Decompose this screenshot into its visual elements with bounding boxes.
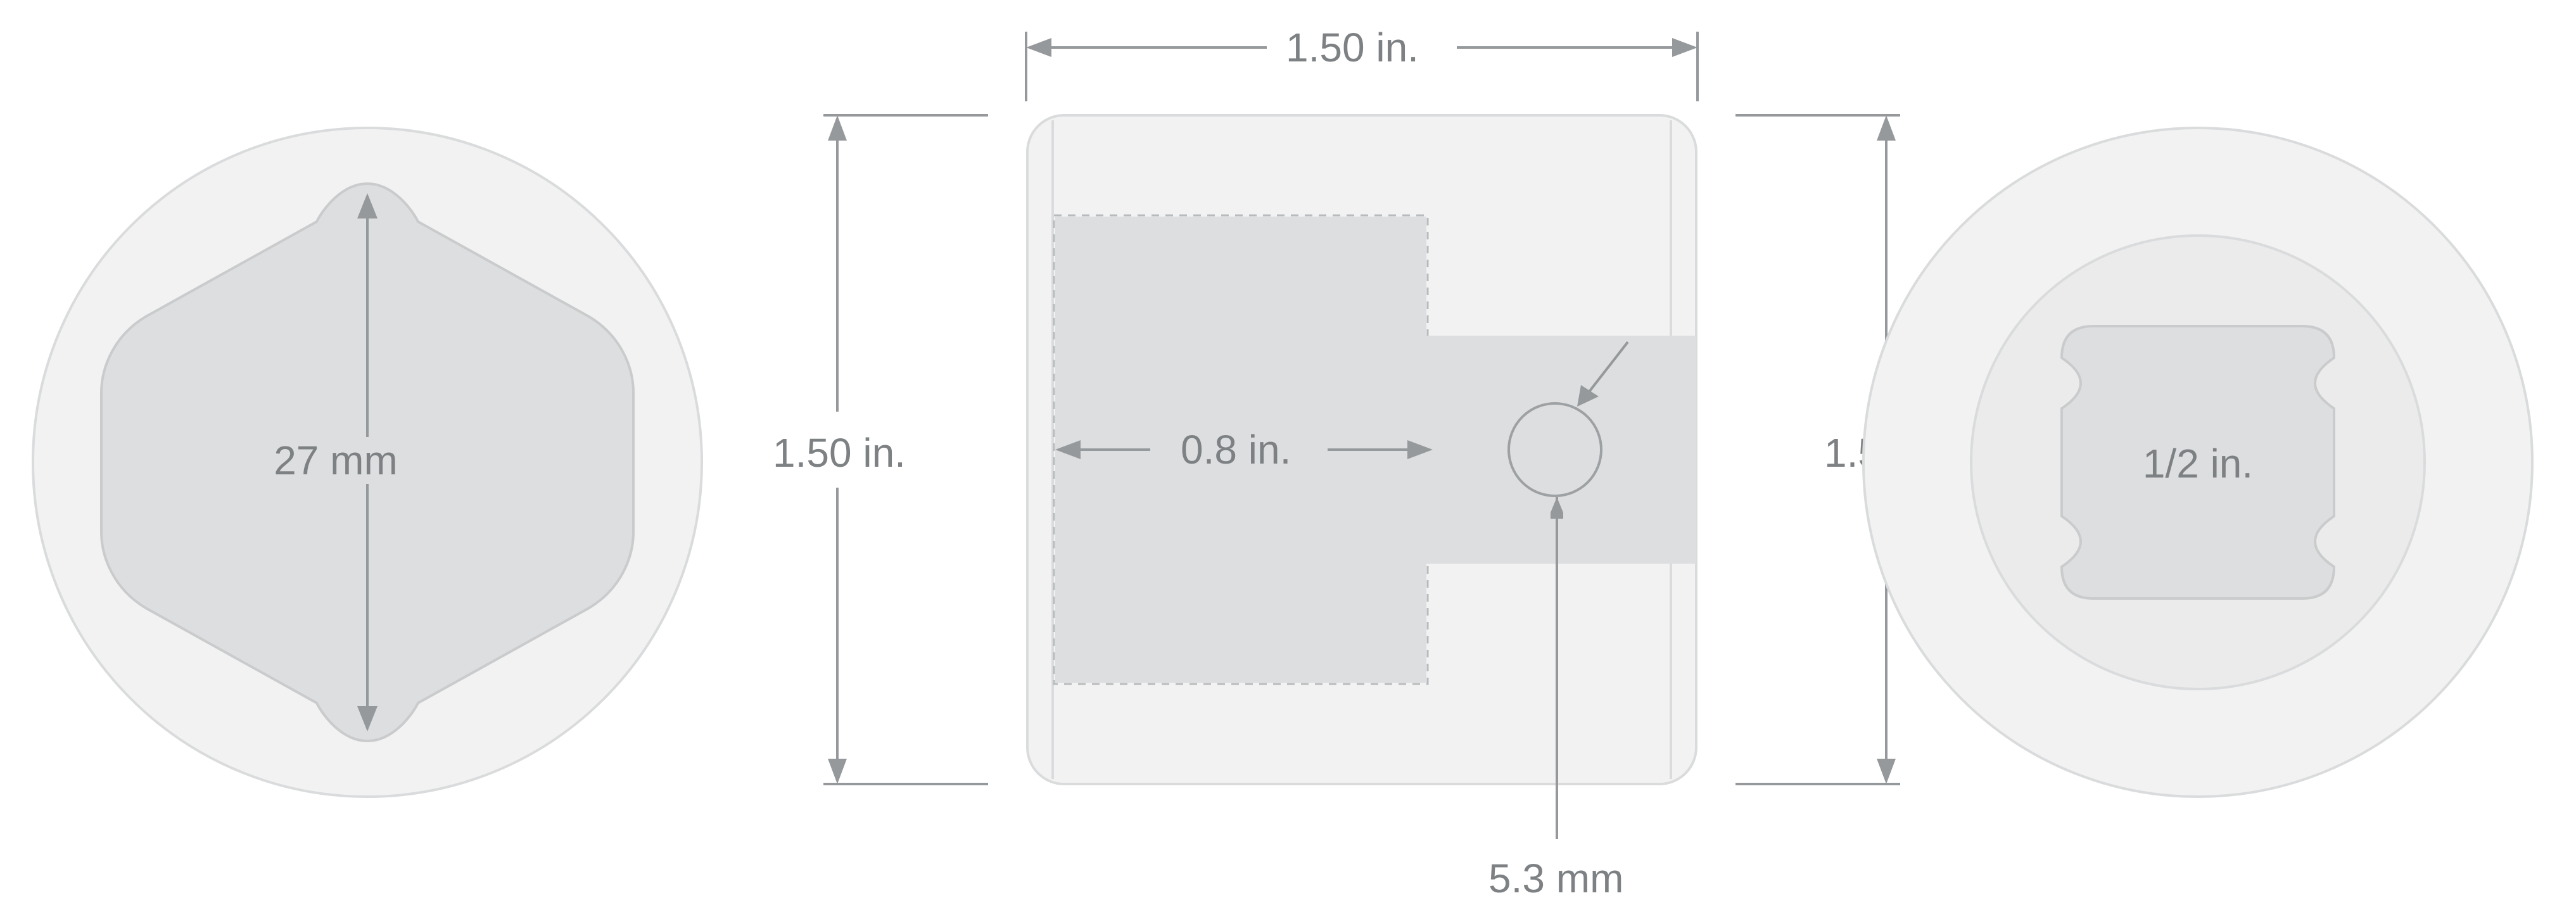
dim-depth-label: 0.8 in. [1172,426,1300,473]
pin-label: 5.3 mm [1488,855,1623,902]
pin-arrow-in [1558,336,1647,424]
front-size-label: 27 mm [228,437,443,484]
back-drive-label: 1/2 in. [2135,440,2261,487]
diagram-stage: 27 mm 1.50 in. [0,0,2576,924]
dim-top-width-label: 1.50 in. [1286,24,1419,71]
pin-leader [1551,497,1563,852]
dim-height-left-label: 1.50 in. [773,429,906,476]
